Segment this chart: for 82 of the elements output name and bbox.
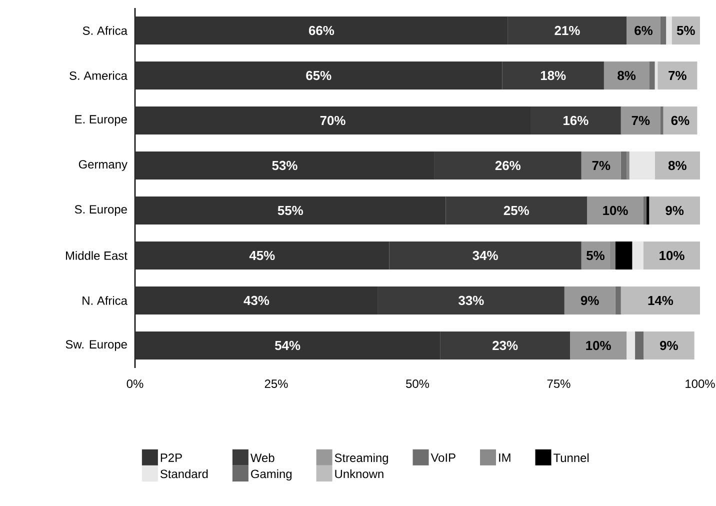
data-label: 53%	[272, 160, 298, 170]
data-label: 25%	[504, 206, 529, 216]
data-label: 23%	[492, 340, 518, 350]
legend-label: Gaming	[251, 469, 292, 481]
y-tick-label: S. Africa	[82, 26, 128, 35]
y-tick-label: S. Europe	[74, 205, 127, 216]
y-tick-label: Germany	[78, 160, 128, 171]
data-label: 7%	[592, 160, 610, 170]
bar	[649, 196, 700, 225]
y-tick-label: Sw. Europe	[66, 340, 127, 351]
bar	[629, 152, 655, 180]
bar	[660, 16, 666, 45]
bar	[626, 16, 660, 45]
data-label: 34%	[472, 250, 498, 260]
bar	[666, 16, 672, 45]
y-tick-label: S. America	[70, 71, 128, 80]
data-label: 9%	[580, 296, 599, 306]
data-label: 14%	[648, 296, 674, 306]
y-tick-label: E. Europe	[75, 115, 127, 126]
x-tick-label: 25%	[264, 380, 288, 388]
legend-label: P2P	[160, 453, 182, 462]
data-label: 66%	[308, 26, 334, 36]
bar	[615, 286, 621, 315]
data-label: 18%	[540, 70, 566, 80]
data-label: 10%	[603, 206, 628, 216]
x-tick-label: 100%	[686, 380, 715, 388]
bar	[570, 332, 627, 360]
legend-label: VoIP	[430, 454, 456, 462]
legend-label: Web	[250, 453, 274, 462]
legend-label: Unknown	[335, 469, 384, 478]
data-label: 16%	[564, 116, 588, 126]
data-label: 43%	[244, 296, 270, 306]
bar	[663, 106, 698, 135]
data-label: 5%	[676, 26, 695, 36]
bar	[604, 62, 650, 90]
bar	[632, 242, 644, 270]
data-label: 10%	[586, 340, 611, 350]
data-label: 9%	[660, 340, 678, 350]
x-tick-label: 75%	[547, 380, 570, 388]
data-label: 54%	[274, 340, 300, 350]
data-label: 45%	[249, 250, 275, 260]
data-label: 26%	[495, 160, 521, 170]
bar	[644, 242, 700, 270]
bar	[620, 286, 700, 315]
data-label: 6%	[671, 116, 690, 126]
data-label: 6%	[634, 26, 653, 36]
data-label: 70%	[320, 116, 346, 126]
data-label: 8%	[618, 70, 636, 80]
data-label: 7%	[668, 70, 686, 80]
bar	[635, 332, 644, 360]
bar	[654, 152, 700, 180]
bar	[581, 152, 621, 180]
bar	[610, 242, 616, 270]
bar	[626, 152, 630, 180]
legend-label: IM	[499, 454, 510, 462]
legend-label: Streaming	[334, 453, 388, 464]
bar	[620, 152, 627, 180]
data-label: 65%	[306, 70, 332, 80]
y-tick-label: N. Africa	[82, 296, 128, 305]
data-label: 5%	[586, 250, 604, 260]
x-tick-label: 0%	[126, 380, 144, 388]
data-label: 9%	[666, 206, 684, 216]
bar	[658, 62, 698, 90]
legend-label: Standard	[160, 469, 208, 478]
data-label: 7%	[632, 116, 650, 126]
bar	[620, 106, 660, 135]
bar	[626, 332, 636, 360]
bar	[615, 242, 632, 270]
data-label: 8%	[668, 160, 686, 170]
y-tick-label: Middle East	[66, 251, 128, 260]
data-label: 33%	[458, 296, 484, 306]
bar	[644, 196, 646, 225]
bar	[564, 286, 616, 315]
data-label: 55%	[278, 206, 303, 216]
data-label: 21%	[554, 26, 580, 36]
bar	[587, 196, 644, 225]
data-label: 10%	[660, 250, 684, 260]
bar	[644, 332, 694, 360]
legend-label: Tunnel	[554, 453, 589, 462]
x-tick-label: 50%	[406, 380, 430, 388]
bar	[660, 106, 664, 135]
bar	[649, 62, 655, 90]
